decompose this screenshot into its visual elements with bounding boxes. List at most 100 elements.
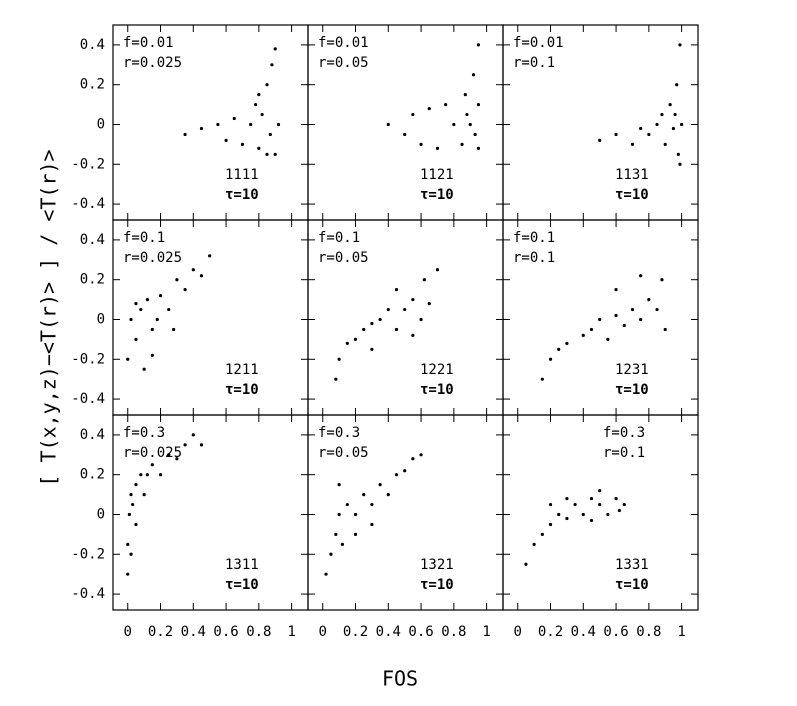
point [386,492,390,497]
point [183,443,187,447]
y-tick-label: 0.4 [80,232,105,248]
point [403,307,407,312]
point [134,522,138,527]
point [183,288,187,292]
panel-id: 1321 [420,557,454,573]
point [378,483,382,487]
panel-f-label: f=0.1 [318,230,360,246]
point [145,297,150,302]
point [565,496,569,501]
panel-tau: τ=10 [225,577,259,593]
point [668,102,672,107]
point [158,294,163,298]
point [540,532,544,536]
point [249,122,253,127]
x-tick-label: 0 [514,624,522,640]
point [622,323,626,328]
point [273,152,277,156]
point [614,496,618,501]
point [411,333,415,338]
point [158,473,163,477]
point [452,122,456,127]
point [129,552,133,556]
point [142,367,146,371]
point [167,453,171,457]
point [199,274,204,278]
y-tick-label: 0.4 [80,427,105,443]
point [370,347,374,351]
x-tick-label: 0.6 [213,624,238,640]
point [127,512,131,517]
panel-r-label: r=0.05 [318,250,369,266]
point [548,357,553,361]
point [334,532,338,536]
y-tick-label: 0.4 [80,37,105,53]
point [175,457,179,461]
panel-frame [502,414,699,611]
point [134,483,138,487]
point [257,93,261,97]
y-tick-label: -0.4 [71,196,105,212]
panel-f-label: f=0.3 [603,425,645,441]
x-tick-label: 0 [319,624,327,640]
point [663,142,667,146]
x-tick-label: 0.8 [636,624,661,640]
y-tick-label: -0.4 [71,586,105,602]
point [476,43,481,47]
panel-r-label: r=0.05 [318,55,369,71]
point [337,357,341,361]
point [639,126,643,131]
point [476,102,481,107]
point [150,327,154,332]
point [134,301,138,306]
point [598,489,602,493]
panel-id: 1131 [615,167,649,183]
point [598,138,602,143]
point [240,142,245,146]
point [370,502,374,507]
point [403,132,407,137]
point [471,73,476,77]
point [362,327,366,332]
point [216,122,220,127]
point [129,492,133,497]
point [191,433,195,437]
point [329,552,333,556]
point [150,463,154,467]
point [671,126,676,131]
x-tick-label: 0 [124,624,132,640]
point [129,317,133,322]
point [232,116,236,121]
point [463,93,467,97]
y-tick-label: -0.4 [71,391,105,407]
point [183,132,187,137]
point [419,453,423,457]
point [172,327,176,332]
point [334,377,338,381]
point [465,112,469,117]
point [353,512,358,517]
point [337,483,341,487]
y-tick-label: 0 [97,506,105,522]
point [155,317,159,322]
point [460,142,464,146]
point [386,122,390,127]
point [403,469,407,473]
panel-r-label: r=0.1 [513,250,555,266]
point [411,112,415,117]
point [199,443,204,447]
point [394,327,399,332]
panel-f-label: f=0.01 [318,35,369,51]
point [614,288,618,292]
y-tick-label: 0 [97,116,105,132]
x-tick-label: 0.8 [246,624,271,640]
panel-id: 1211 [225,362,259,378]
point [630,142,635,146]
panel-id: 1221 [420,362,454,378]
panel-tau: τ=10 [615,187,649,203]
point [678,43,682,47]
panel-r-label: r=0.1 [513,55,555,71]
point [131,502,135,507]
y-tick-label: 0.2 [80,467,105,483]
